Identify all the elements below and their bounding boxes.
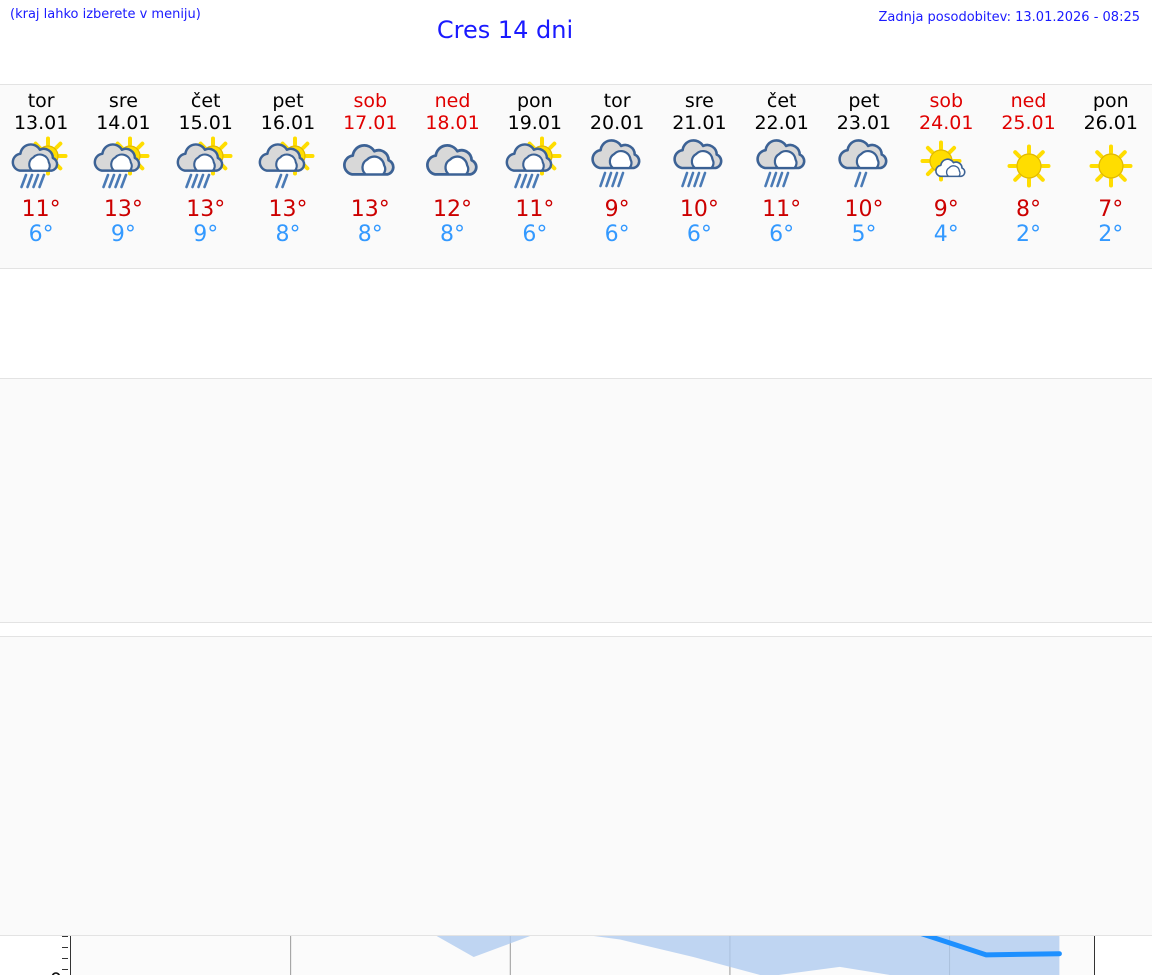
day-name-label: pon (1092, 90, 1129, 112)
low-temperature-label: 5° (851, 222, 877, 247)
day-date-label: 14.01 (96, 112, 151, 134)
day-date-label: 15.01 (178, 112, 233, 134)
day-date-label: 20.01 (589, 112, 645, 134)
day-name-label: čet (190, 90, 221, 112)
cloudy-icon (422, 136, 484, 196)
day-name-label: ned (434, 90, 471, 112)
day-date-label: 22.01 (754, 112, 809, 134)
sun-cloud-rain-icon (175, 136, 237, 196)
day-date-label: 26.01 (1083, 112, 1138, 134)
high-temperature-label: 8° (1016, 197, 1042, 222)
day-date-label: 17.01 (343, 112, 398, 134)
page-header: (kraj lahko izberete v meniju) Cres 14 d… (0, 0, 1152, 60)
day-date-label: 21.01 (672, 112, 727, 134)
day-column[interactable]: sob 24.01 9° 4° (905, 85, 987, 268)
axis-tick (62, 947, 68, 949)
sunny-icon (1080, 136, 1142, 196)
day-column[interactable]: pet 16.01 13° 8° (247, 85, 329, 268)
day-date-label: 13.01 (13, 112, 69, 134)
high-temperature-label: 13° (268, 197, 308, 222)
high-temperature-label: 13° (186, 197, 226, 222)
cloud-drizzle-icon (833, 136, 895, 196)
day-name-label: sob (929, 90, 964, 112)
low-temperature-label: 6° (769, 222, 795, 247)
low-temperature-label: 2° (1016, 222, 1042, 247)
temperature-chart-panel: Temperatura (°C) 051015 © vreme.us & vre… (0, 378, 1152, 975)
day-date-label: 16.01 (260, 112, 316, 134)
temperature-y-tick-label: 0 (50, 969, 62, 975)
day-column[interactable]: sre 14.01 13° 9° (82, 85, 164, 268)
high-temperature-label: 9° (604, 197, 630, 222)
day-column[interactable]: tor 13.01 11° 6° (0, 85, 82, 268)
day-name-label: pon (516, 90, 553, 112)
cloud-rain-icon (751, 136, 813, 196)
last-updated-label: Zadnja posodobitev: 13.01.2026 - 08:25 (878, 10, 1140, 25)
high-temperature-label: 11° (21, 197, 61, 222)
sun-cloud-rain-icon (504, 136, 566, 196)
low-temperature-label: 6° (604, 222, 630, 247)
day-column[interactable]: ned 18.01 12° 8° (411, 85, 493, 268)
day-column[interactable]: ned 25.01 8° 2° (987, 85, 1069, 268)
high-temperature-label: 13° (350, 197, 390, 222)
day-column[interactable]: tor 20.01 9° 6° (576, 85, 658, 268)
low-temperature-label: 8° (440, 222, 466, 247)
high-temperature-label: 7° (1098, 197, 1124, 222)
sun-cloud-drizzle-icon (257, 136, 319, 196)
precipitation-chart-panel: Količina padavin (mm) / Možnost padavin … (0, 636, 1152, 936)
cloud-rain-icon (586, 136, 648, 196)
low-temperature-label: 9° (193, 222, 219, 247)
high-temperature-label: 10° (679, 197, 719, 222)
low-temperature-label: 6° (686, 222, 712, 247)
low-temperature-label: 9° (110, 222, 136, 247)
day-name-label: sob (353, 90, 388, 112)
day-date-label: 25.01 (1001, 112, 1056, 134)
day-column[interactable]: čet 22.01 11° 6° (741, 85, 823, 268)
sunny-icon (998, 136, 1060, 196)
day-name-label: tor (603, 90, 631, 112)
sun-small-cloud-icon (915, 136, 977, 196)
menu-hint-label: (kraj lahko izberete v meniju) (10, 7, 201, 22)
daily-forecast-strip: tor 13.01 11° 6° sre 14.01 13° 9° čet 15.01 13° 9° p… (0, 84, 1152, 269)
day-name-label: tor (27, 90, 55, 112)
sun-cloud-rain-icon (10, 136, 72, 196)
day-date-label: 23.01 (836, 112, 892, 134)
high-temperature-label: 11° (515, 197, 555, 222)
cloudy-icon (339, 136, 401, 196)
cloud-rain-icon (668, 136, 730, 196)
page-title: Cres 14 dni (436, 16, 574, 44)
low-temperature-label: 6° (28, 222, 54, 247)
day-column[interactable]: pet 23.01 10° 5° (823, 85, 905, 268)
day-column[interactable]: pon 26.01 7° 2° (1070, 85, 1152, 268)
day-column[interactable]: sre 21.01 10° 6° (658, 85, 740, 268)
sun-cloud-rain-icon (92, 136, 154, 196)
low-temperature-label: 8° (357, 222, 383, 247)
day-name-label: pet (848, 90, 880, 112)
day-column[interactable]: čet 15.01 13° 9° (165, 85, 247, 268)
axis-tick (62, 958, 68, 960)
day-date-label: 24.01 (919, 112, 974, 134)
high-temperature-label: 13° (103, 197, 143, 222)
low-temperature-label: 6° (522, 222, 548, 247)
low-temperature-label: 4° (933, 222, 959, 247)
day-name-label: sre (108, 90, 138, 112)
day-name-label: sre (684, 90, 714, 112)
day-name-label: pet (272, 90, 304, 112)
axis-tick (62, 936, 68, 938)
day-column[interactable]: pon 19.01 11° 6° (494, 85, 576, 268)
high-temperature-label: 10° (844, 197, 884, 222)
day-date-label: 18.01 (425, 112, 480, 134)
high-temperature-label: 12° (433, 197, 473, 222)
day-date-label: 19.01 (507, 112, 563, 134)
day-name-label: ned (1010, 90, 1047, 112)
low-temperature-label: 8° (275, 222, 301, 247)
low-temperature-label: 2° (1098, 222, 1124, 247)
high-temperature-label: 9° (933, 197, 959, 222)
day-name-label: čet (766, 90, 797, 112)
high-temperature-label: 11° (762, 197, 802, 222)
axis-tick (62, 969, 68, 971)
day-column[interactable]: sob 17.01 13° 8° (329, 85, 411, 268)
